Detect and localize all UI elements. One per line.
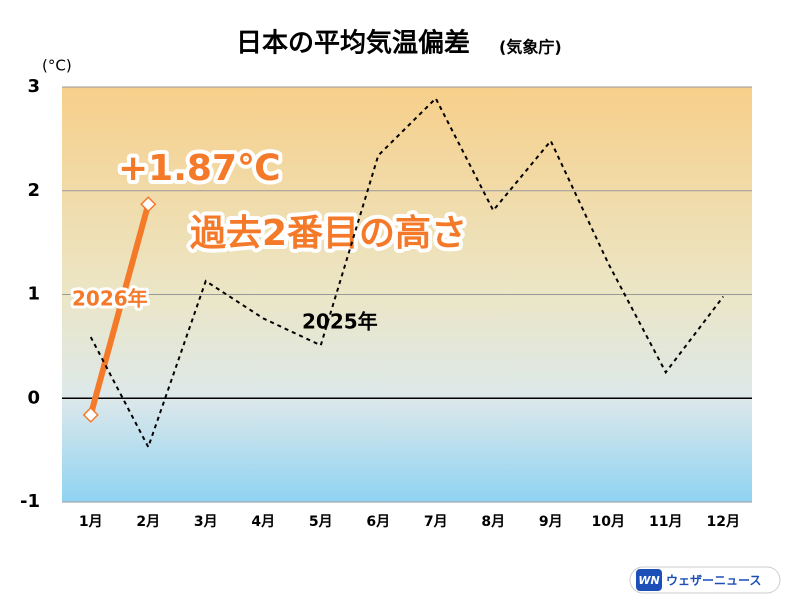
x-tick-label: 7月	[424, 514, 448, 530]
x-tick-label: 8月	[481, 514, 505, 530]
x-tick-label: 4月	[251, 514, 275, 530]
x-tick-label: 11月	[649, 514, 682, 530]
x-tick-label: 1月	[79, 514, 103, 530]
y-tick-label: 2	[27, 180, 40, 201]
logo-mark: WN	[638, 574, 659, 587]
series-label: 2025年	[302, 310, 378, 334]
y-tick-label: 1	[27, 284, 40, 305]
y-tick-label: -1	[20, 491, 40, 512]
logo-icon	[636, 569, 662, 591]
marker	[140, 196, 157, 213]
x-tick-label: 2月	[136, 514, 160, 530]
x-tick-label: 9月	[539, 514, 563, 530]
x-tick-label: 5月	[309, 514, 333, 530]
x-tick-label: 10月	[592, 514, 625, 530]
series-line	[89, 96, 725, 450]
chart-title: 日本の平均気温偏差	[236, 28, 470, 59]
value-label: +1.87℃	[118, 148, 281, 189]
annotation: 過去2番目の高さ	[190, 213, 467, 254]
x-tick-label: 6月	[366, 514, 390, 530]
logo-text: ウェザーニュース	[666, 574, 761, 588]
x-tick-label: 12月	[707, 514, 740, 530]
y-tick-label: 0	[27, 387, 40, 408]
logo: WN ウェザーニュース	[629, 566, 781, 594]
series-label: 2026年	[72, 287, 148, 311]
y-tick-label: 3	[27, 76, 40, 97]
chart-subtitle: (気象庁)	[499, 38, 562, 57]
marker	[82, 406, 99, 423]
y-axis-label: (°C)	[42, 57, 72, 75]
series-line	[87, 201, 152, 418]
logo-box	[629, 566, 781, 594]
x-tick-label: 3月	[194, 514, 218, 530]
